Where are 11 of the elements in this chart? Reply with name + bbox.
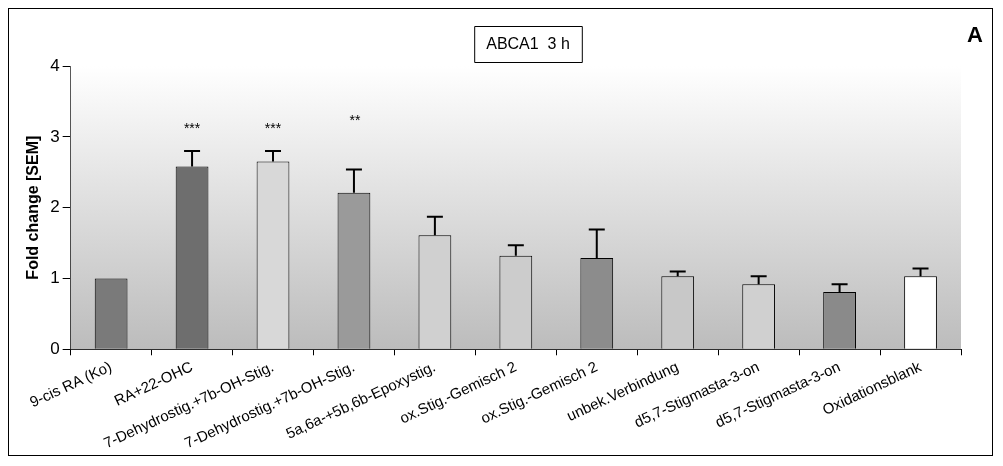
annotation: *** xyxy=(183,119,201,136)
y-tick-label: 3 xyxy=(50,126,60,146)
y-axis-title: Fold change [SEM] xyxy=(24,135,42,280)
y-tick-label: 2 xyxy=(50,197,60,217)
y-tick-label: 1 xyxy=(50,268,60,288)
chart-title: ABCA1 3 h xyxy=(486,35,570,53)
text: A xyxy=(967,22,984,48)
annotation: *** xyxy=(264,119,282,136)
y-tick-label: 4 xyxy=(50,55,60,75)
y-tick-label: 0 xyxy=(50,338,60,358)
annotation: ** xyxy=(349,111,361,128)
